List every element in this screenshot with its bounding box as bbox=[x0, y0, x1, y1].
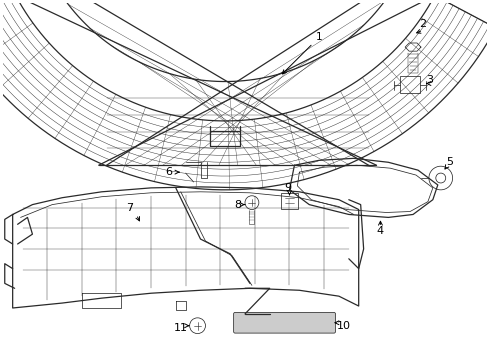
Bar bbox=[281, 193, 298, 208]
Text: 5: 5 bbox=[446, 157, 453, 167]
Text: 2: 2 bbox=[419, 19, 426, 30]
Text: 4: 4 bbox=[377, 226, 384, 236]
Text: 7: 7 bbox=[126, 203, 133, 212]
Text: 6: 6 bbox=[165, 167, 172, 177]
Text: 11: 11 bbox=[174, 323, 188, 333]
Text: 9: 9 bbox=[284, 183, 291, 193]
FancyBboxPatch shape bbox=[234, 312, 336, 333]
Text: 1: 1 bbox=[282, 32, 322, 74]
Text: 3: 3 bbox=[426, 75, 433, 85]
Text: 8: 8 bbox=[235, 199, 242, 210]
Bar bbox=[400, 76, 420, 93]
Text: 10: 10 bbox=[337, 321, 351, 331]
